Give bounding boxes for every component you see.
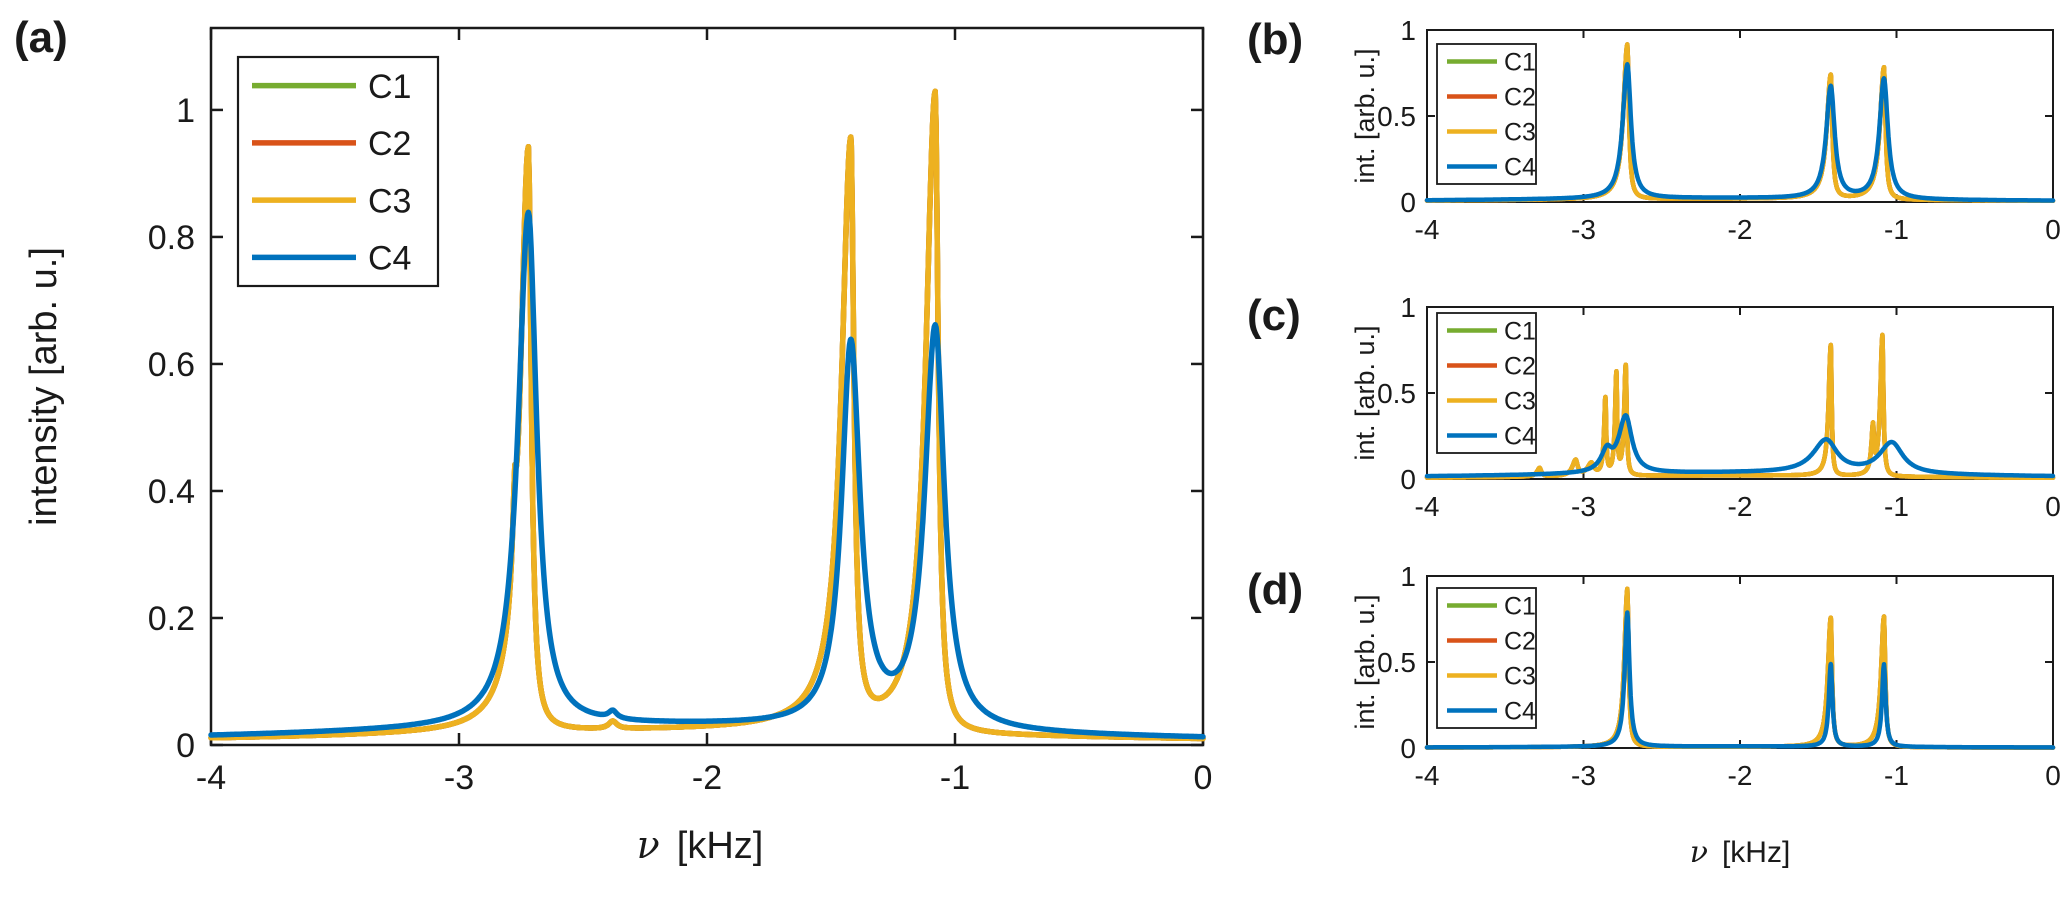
x-tick-label: 0 bbox=[2045, 214, 2061, 245]
legend-a: C1 C2 C3 C4 bbox=[236, 55, 440, 288]
legend-box bbox=[1436, 312, 1537, 454]
x-tick-label: -3 bbox=[1571, 214, 1596, 245]
x-tick-label: -3 bbox=[1571, 760, 1596, 791]
legend-box bbox=[1436, 587, 1537, 729]
legend-b: C1 C2 C3 C4 bbox=[1436, 43, 1537, 185]
legend-label-C4: C4 bbox=[1504, 423, 1536, 451]
legend-box bbox=[236, 55, 440, 288]
x-tick-label: -4 bbox=[1415, 214, 1440, 245]
curve-C4-a bbox=[208, 209, 1206, 740]
panel-label-d: (d) bbox=[1247, 565, 1303, 614]
x-tick-label: -3 bbox=[444, 759, 474, 797]
panel-label-c: (c) bbox=[1247, 291, 1301, 340]
legend-label-C1: C1 bbox=[1504, 593, 1536, 621]
y-axis-title-d: int. [arb. u.] bbox=[1350, 594, 1380, 729]
y-tick-label: 0 bbox=[176, 727, 195, 765]
y-tick-label: 1 bbox=[1400, 561, 1416, 592]
y-axis-title-a: intensity [arb. u.] bbox=[23, 247, 65, 526]
panel-label-b: (b) bbox=[1247, 15, 1303, 64]
x-tick-label: -1 bbox=[1884, 214, 1909, 245]
y-tick-label: 0.5 bbox=[1377, 101, 1416, 132]
axis-ticks-b bbox=[1426, 29, 2054, 203]
legend-label-C4: C4 bbox=[1504, 154, 1536, 182]
legend-label-C2: C2 bbox=[1504, 84, 1536, 112]
x-tick-label: -1 bbox=[1884, 491, 1909, 522]
y-tick-label: 0.8 bbox=[148, 219, 195, 257]
legend-label-C3: C3 bbox=[1504, 663, 1536, 691]
y-tick-label: 0.5 bbox=[1377, 647, 1416, 678]
curves-a bbox=[208, 88, 1206, 742]
curves-d bbox=[1424, 586, 2056, 750]
legend-c: C1 C2 C3 C4 bbox=[1436, 312, 1537, 454]
y-tick-label: 0.6 bbox=[148, 346, 195, 384]
curves-b bbox=[1424, 42, 2056, 204]
curve-C4-b bbox=[1424, 62, 2056, 203]
y-tick-label: 1 bbox=[1400, 15, 1416, 46]
panel-label-a: (a) bbox=[14, 13, 68, 62]
x-axis-symbol: ν bbox=[637, 823, 660, 867]
legend-d: C1 C2 C3 C4 bbox=[1436, 587, 1537, 729]
y-tick-label: 0.5 bbox=[1377, 378, 1416, 409]
y-tick-label: 1 bbox=[1400, 292, 1416, 323]
x-tick-label: -2 bbox=[1728, 760, 1753, 791]
x-axis-symbol: ν bbox=[1690, 835, 1708, 870]
x-axis-unit: [kHz] bbox=[1722, 836, 1790, 869]
panel-b: -4 -3 -2 -1 0 0 0.5 1 int. [arb. u.] (b) C1 C2 C3 C4 bbox=[1247, 15, 2061, 245]
x-tick-label: -4 bbox=[1415, 760, 1440, 791]
legend-label-C2: C2 bbox=[1504, 353, 1536, 381]
y-tick-label: 1 bbox=[176, 92, 195, 130]
legend-label-C1: C1 bbox=[1504, 318, 1536, 346]
panel-a: -4 -3 -2 -1 0 0 0.2 0.4 0.6 0.8 1 ν [kHz] intensity [… bbox=[14, 13, 1212, 867]
legend-label-C3: C3 bbox=[1504, 388, 1536, 416]
x-tick-label: -2 bbox=[1728, 491, 1753, 522]
x-tick-label: -2 bbox=[1728, 214, 1753, 245]
x-axis-title-d: ν [kHz] bbox=[1690, 835, 1791, 870]
y-tick-label: 0 bbox=[1400, 464, 1416, 495]
panel-c: -4 -3 -2 -1 0 0 0.5 1 int. [arb. u.] (c) C1 C2 C3 C4 bbox=[1247, 291, 2061, 522]
y-tick-label: 0 bbox=[1400, 187, 1416, 218]
legend-label-C1: C1 bbox=[368, 68, 411, 106]
legend-label-C4: C4 bbox=[368, 240, 411, 278]
y-tick-label: 0.4 bbox=[148, 473, 195, 511]
panel-d: -4 -3 -2 -1 000.51ν [kHz]int. [arb. u.](d) C1C… bbox=[1247, 561, 2061, 870]
x-axis-unit: [kHz] bbox=[677, 825, 764, 867]
y-axis-title-c: int. [arb. u.] bbox=[1350, 325, 1380, 460]
curve-C3-a bbox=[208, 88, 1206, 742]
x-tick-label: 0 bbox=[1194, 759, 1213, 797]
x-tick-label: -3 bbox=[1571, 491, 1596, 522]
legend-label-C1: C1 bbox=[1504, 49, 1536, 77]
x-tick-label: -1 bbox=[940, 759, 970, 797]
x-axis-title-a: ν [kHz] bbox=[637, 823, 764, 867]
y-tick-label: 0 bbox=[1400, 733, 1416, 764]
curves-c bbox=[1424, 332, 2056, 481]
x-tick-label: -4 bbox=[196, 759, 226, 797]
legend-label-C2: C2 bbox=[1504, 628, 1536, 656]
curve-C4-d bbox=[1424, 610, 2056, 750]
y-axis-title-b: int. [arb. u.] bbox=[1350, 48, 1380, 183]
legend-label-C3: C3 bbox=[368, 182, 411, 220]
legend-label-C4: C4 bbox=[1504, 698, 1536, 726]
curve-C4-c bbox=[1424, 413, 2056, 479]
x-tick-label: -4 bbox=[1415, 491, 1440, 522]
x-tick-label: -2 bbox=[692, 759, 722, 797]
y-tick-label: 0.2 bbox=[148, 600, 195, 638]
x-tick-label: 0 bbox=[2045, 760, 2061, 791]
x-tick-label: 0 bbox=[2045, 491, 2061, 522]
legend-box bbox=[1436, 43, 1537, 185]
legend-label-C2: C2 bbox=[368, 125, 411, 163]
x-tick-label: -1 bbox=[1884, 760, 1909, 791]
legend-label-C3: C3 bbox=[1504, 119, 1536, 147]
